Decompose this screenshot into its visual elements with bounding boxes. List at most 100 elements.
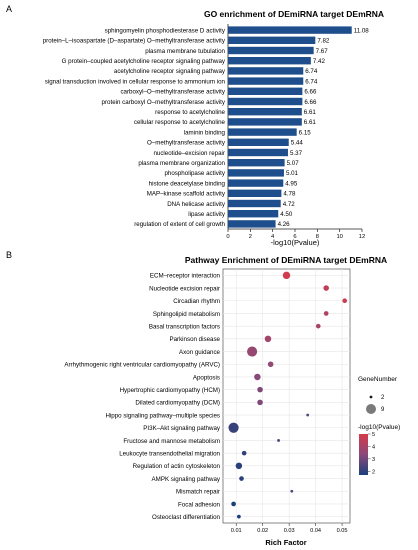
go-bar <box>228 36 316 44</box>
go-bar <box>228 159 285 167</box>
pathway-dot <box>239 476 244 481</box>
pathway-category-label: Arrhythmogenic right ventricular cardiom… <box>64 362 220 369</box>
go-bar <box>228 87 303 95</box>
go-value-label: 6.66 <box>304 99 317 106</box>
go-category-label: response to acetylcholine <box>155 109 225 116</box>
go-x-tick-label: 12 <box>359 234 365 240</box>
pathway-category-label: Nucleotide excision repair <box>149 285 220 292</box>
pathway-category-label: Fructose and mannose metabolism <box>123 438 220 445</box>
go-x-axis-label: -log10(Pvalue) <box>271 238 320 247</box>
colorbar-tick-label: 5 <box>372 432 375 438</box>
gene-number-legend: GeneNumber 2 9 <box>358 376 398 414</box>
pathway-category-label: Axon guidance <box>179 349 220 356</box>
go-bar <box>228 179 284 187</box>
pvalue-legend-title: -log10(Pvalue) <box>358 424 400 431</box>
go-category-label: O–methyltransferase activity <box>147 140 226 147</box>
pathway-category-label: Dilated cardiomyopathy (DCM) <box>135 400 220 407</box>
go-value-label: 4.78 <box>283 191 296 198</box>
panel-b-letter: B <box>6 250 12 260</box>
go-value-label: 5.07 <box>287 160 300 167</box>
go-bar <box>228 46 314 55</box>
go-value-label: 6.74 <box>305 78 318 85</box>
pathway-x-tick-label: 0.01 <box>231 528 242 534</box>
size-legend-small-label: 2 <box>381 395 385 401</box>
go-x-tick-label: 10 <box>336 234 342 240</box>
colorbar-tick-label: 2 <box>372 469 375 475</box>
go-value-label: 6.61 <box>304 109 317 116</box>
go-x-tick-label: 2 <box>249 234 252 240</box>
go-value-label: 4.95 <box>285 180 298 187</box>
go-bar <box>228 128 297 136</box>
gene-number-legend-title: GeneNumber <box>358 376 398 383</box>
go-bar <box>228 199 281 208</box>
pathway-dot <box>228 422 239 433</box>
go-category-label: regulation of extent of cell growth <box>134 221 225 228</box>
go-bar <box>228 57 311 65</box>
go-bar <box>228 169 284 177</box>
go-value-label: 5.37 <box>290 150 303 157</box>
pathway-dot <box>342 298 348 304</box>
go-bar <box>228 67 304 75</box>
size-legend-dot-small <box>369 395 373 399</box>
pathway-category-label: Circadian rhythm <box>173 298 220 305</box>
pathway-dot <box>237 514 241 519</box>
colorbar-tick-label: 3 <box>372 457 375 463</box>
go-bar <box>228 189 282 197</box>
pathway-dot <box>257 399 263 406</box>
pathway-dot <box>315 323 321 329</box>
pathway-category-label: Leukocyte transendothelial migration <box>119 450 220 457</box>
pathway-dot <box>254 373 261 381</box>
pathway-dot <box>282 271 291 280</box>
go-bar <box>228 210 279 218</box>
pathway-x-tick-label: 0.05 <box>337 528 348 534</box>
pathway-dot <box>247 346 258 357</box>
pvalue-colorbar <box>359 434 368 475</box>
pathway-dot <box>264 335 272 343</box>
pathway-category-label: PI3K–Akt signaling pathway <box>143 425 221 432</box>
pathway-dot <box>257 386 263 393</box>
pathway-x-tick-label: 0.02 <box>257 528 268 534</box>
go-category-label: G protein–coupled acetylcholine receptor… <box>62 58 226 65</box>
go-category-label: lipase activity <box>188 211 226 218</box>
pathway-plot-area <box>222 268 351 524</box>
size-legend-dot-large <box>366 404 376 414</box>
pathway-category-label: Osteoclast differentiation <box>152 514 221 521</box>
pathway-dot <box>267 361 274 368</box>
pathway-category-label: Mismatch repair <box>176 489 220 496</box>
size-legend-large-label: 9 <box>381 407 385 413</box>
pathway-category-label: Regulation of actin cytoskeleton <box>133 463 221 470</box>
go-category-label: sphingomyelin phosphodiesterase D activi… <box>105 27 226 34</box>
go-value-label: 5.01 <box>286 170 299 177</box>
go-category-label: phospholipase activity <box>164 170 225 177</box>
go-value-label: 4.72 <box>283 201 296 208</box>
go-category-label: protein–L–isoaspartate (D–aspartate) O–m… <box>43 38 226 45</box>
pathway-chart-title: Pathway Enrichment of DEmiRNA target DEm… <box>185 255 387 265</box>
go-value-label: 5.44 <box>291 140 304 147</box>
go-bar <box>228 148 288 157</box>
pathway-category-label: Focal adhesion <box>178 501 221 508</box>
go-x-tick-label: 4 <box>271 234 275 240</box>
go-category-label: plasma membrane organization <box>138 160 225 167</box>
go-value-label: 4.26 <box>278 221 291 228</box>
pathway-dot <box>231 501 236 507</box>
pathway-x-axis-label: Rich Factor <box>265 538 306 547</box>
pathway-scatter-chart: B Pathway Enrichment of DEmiRNA target D… <box>6 250 400 547</box>
go-category-label: signal transduction involved in cellular… <box>45 78 226 85</box>
go-category-label: laminin binding <box>184 129 226 136</box>
go-value-label: 6.61 <box>304 119 317 126</box>
go-bar <box>228 138 289 146</box>
go-bar <box>228 118 302 126</box>
go-value-label: 7.82 <box>317 38 330 45</box>
pathway-category-label: Sphingolipid metabolism <box>153 311 220 318</box>
go-category-label: MAP–kinase scaffold activity <box>147 191 226 198</box>
pathway-category-label: Hypertrophic cardiomyopathy (HCM) <box>120 387 220 394</box>
pathway-category-label: Apoptosis <box>193 374 220 381</box>
go-value-label: 4.50 <box>280 211 293 218</box>
pathway-dot <box>241 450 247 456</box>
pathway-dot <box>323 285 329 291</box>
pvalue-color-legend: -log10(Pvalue) 5 4 3 2 <box>358 424 400 475</box>
go-category-label: cellular response to acetylcholine <box>134 119 226 126</box>
go-x-tick-label: 0 <box>226 234 229 240</box>
go-bar-chart: A GO enrichment of DEmiRNA target DEmRNA… <box>6 4 384 247</box>
